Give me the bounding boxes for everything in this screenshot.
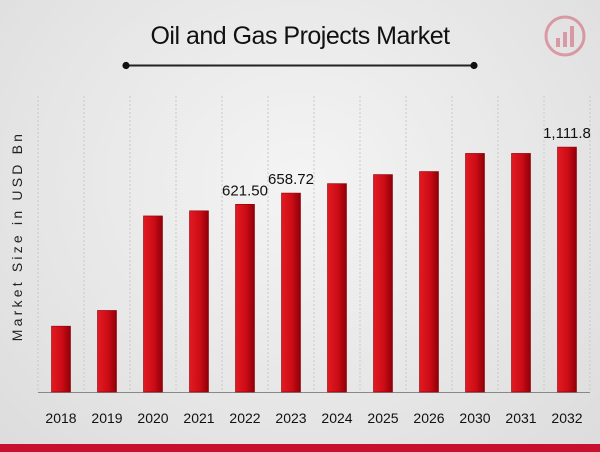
chart-title: Oil and Gas Projects Market bbox=[150, 22, 450, 50]
x-tick-label: 2032 bbox=[551, 410, 582, 426]
bar-2023 bbox=[281, 192, 301, 393]
bar-2019 bbox=[97, 310, 117, 393]
brand-logo-icon bbox=[544, 15, 586, 57]
bar-2025 bbox=[373, 174, 393, 393]
bar-2020 bbox=[143, 215, 163, 393]
x-tick-label: 2019 bbox=[91, 410, 122, 426]
bar-2032 bbox=[557, 146, 577, 393]
data-label: 1,111.8 bbox=[543, 125, 591, 142]
bar-2021 bbox=[189, 210, 209, 393]
bar-2030 bbox=[465, 153, 485, 393]
x-tick-label: 2022 bbox=[229, 410, 260, 426]
x-tick-label: 2021 bbox=[183, 410, 214, 426]
bar-2018 bbox=[51, 325, 71, 393]
data-label: 658.72 bbox=[268, 171, 314, 188]
bar-2024 bbox=[327, 183, 347, 393]
x-tick-label: 2025 bbox=[367, 410, 398, 426]
bar-2026 bbox=[419, 171, 439, 393]
x-tick-label: 2031 bbox=[505, 410, 536, 426]
x-tick-label: 2018 bbox=[45, 410, 76, 426]
bar-2031 bbox=[511, 153, 531, 393]
x-tick-label: 2030 bbox=[459, 410, 490, 426]
bottom-accent-bar bbox=[0, 444, 600, 452]
x-tick-label: 2026 bbox=[413, 410, 444, 426]
data-label: 621.50 bbox=[222, 182, 268, 199]
x-tick-label: 2020 bbox=[137, 410, 168, 426]
x-tick-label: 2024 bbox=[321, 410, 352, 426]
x-tick-label: 2023 bbox=[275, 410, 306, 426]
bar-2022 bbox=[235, 204, 255, 393]
title-underline bbox=[122, 61, 478, 70]
